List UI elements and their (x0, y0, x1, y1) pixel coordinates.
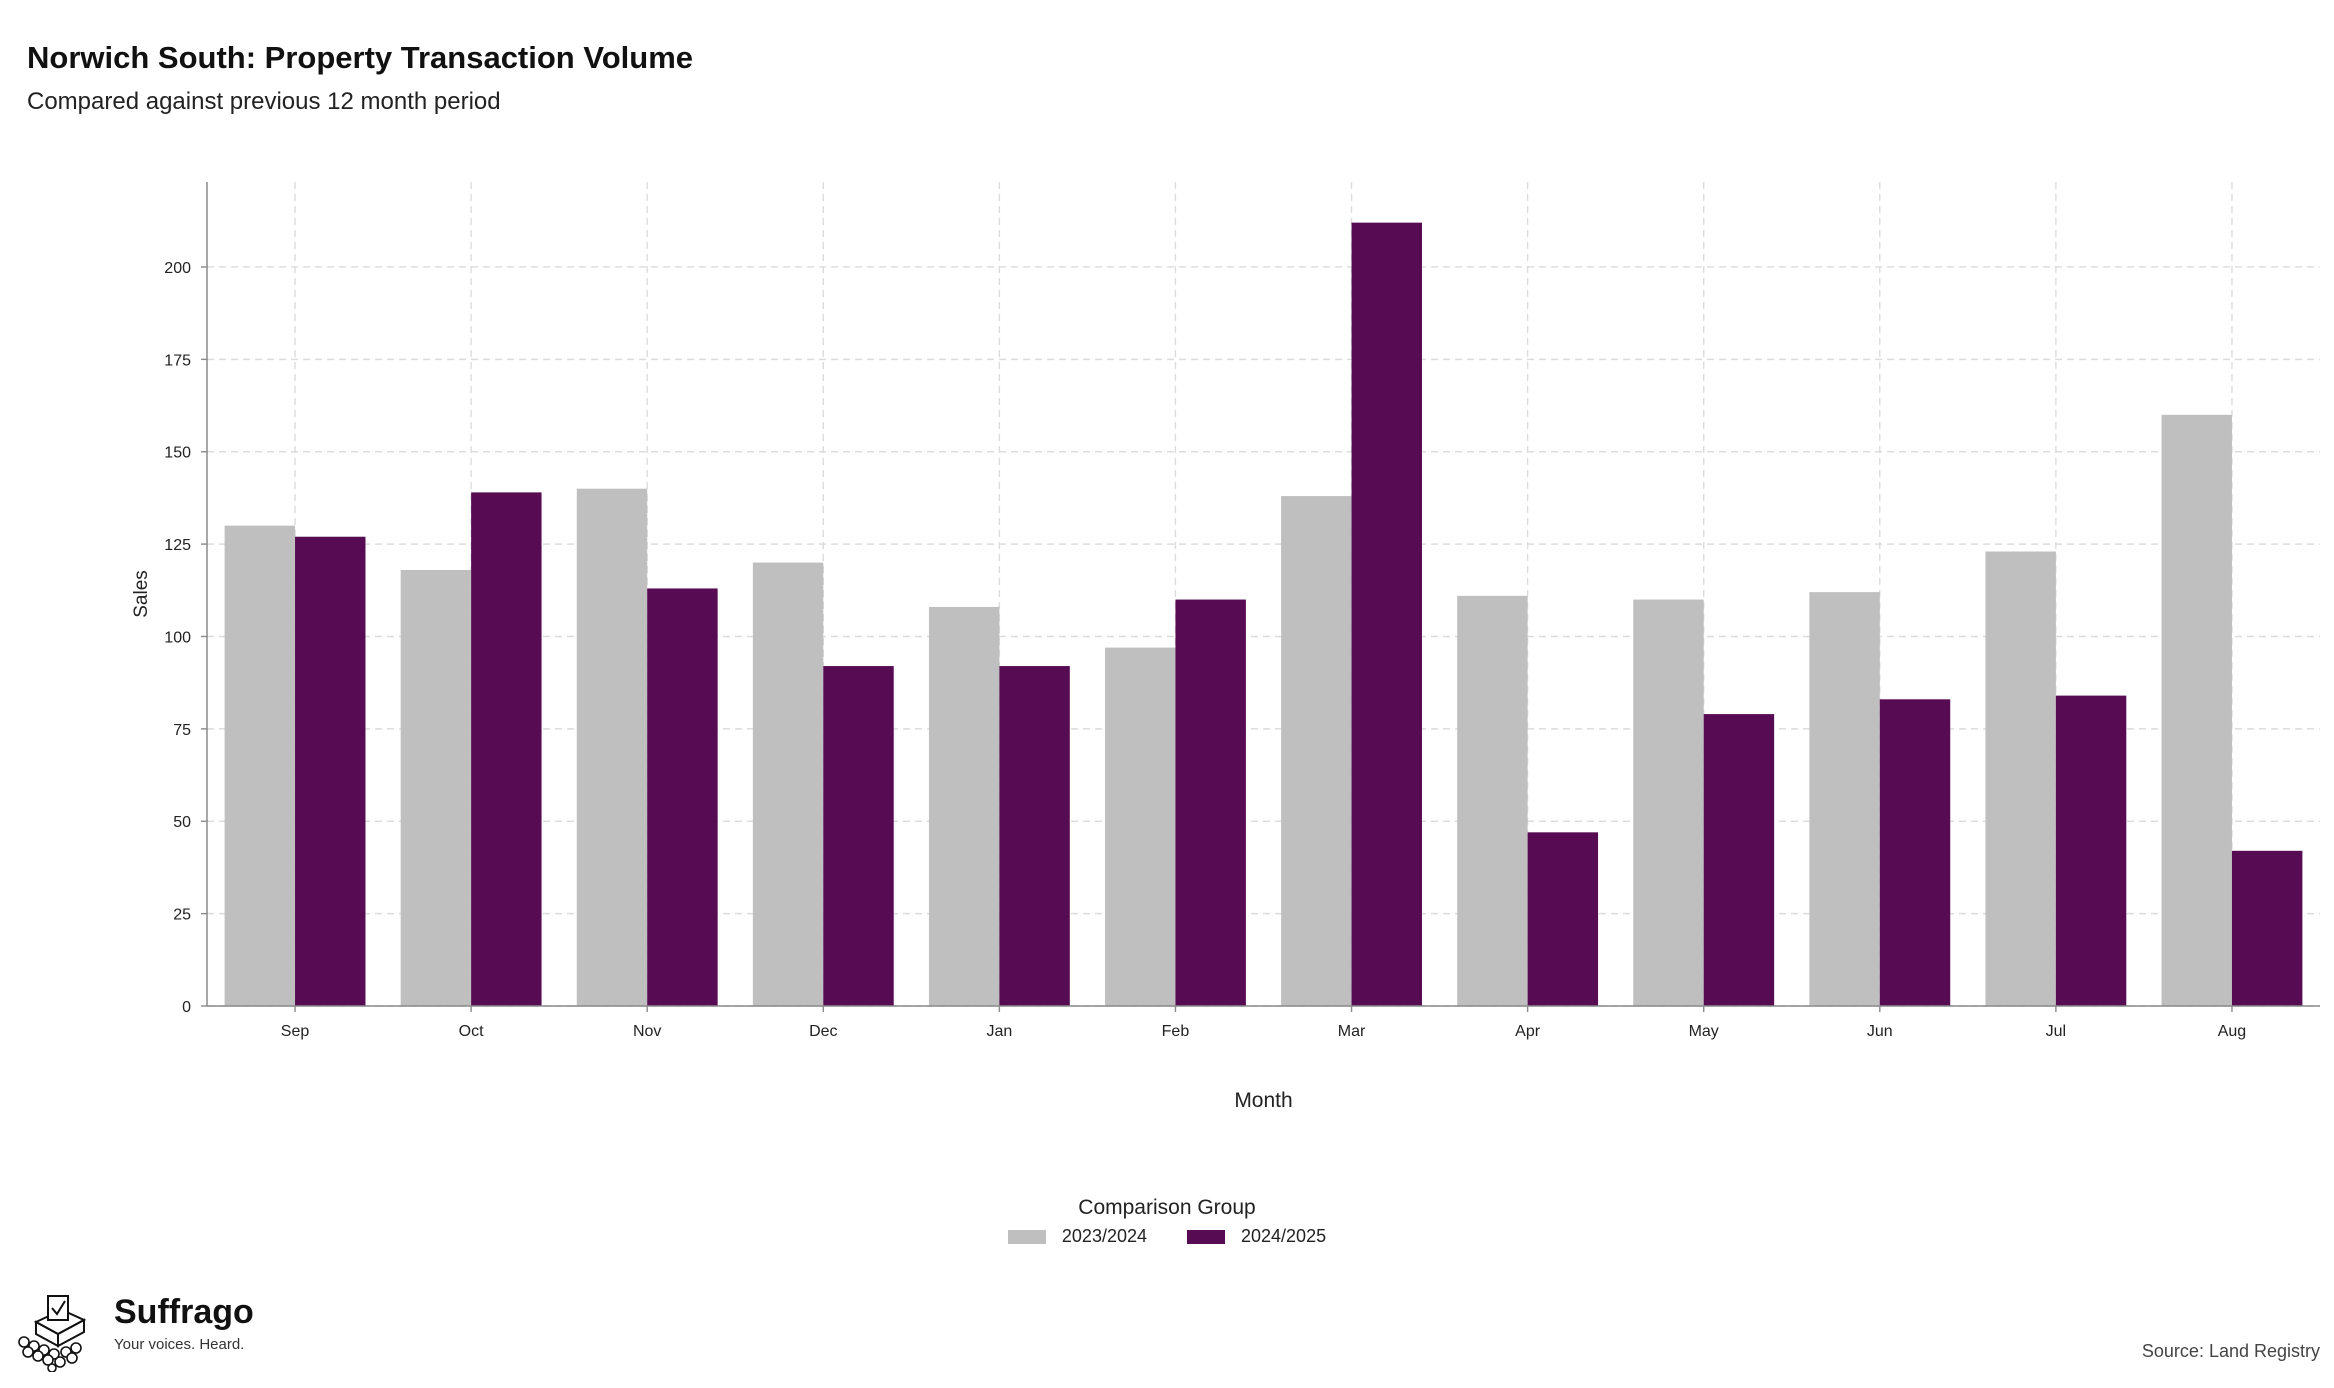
bars (224, 222, 2303, 1007)
x-tick-label-mar: Mar (1338, 1023, 1366, 1040)
chart-subtitle: Compared against previous 12 month perio… (27, 88, 501, 115)
x-tick-label-nov: Nov (633, 1023, 661, 1040)
axes (206, 182, 2320, 1007)
y-tick-label-125: 125 (164, 537, 191, 554)
legend: Comparison Group 2023/2024 2024/2025 (0, 1196, 2334, 1247)
brand: Suffrago Your voices. Heard. (14, 1292, 254, 1372)
x-tick-label-dec: Dec (809, 1023, 837, 1040)
y-axis-label: Sales (131, 570, 152, 618)
bar-2023-2024-mar (1281, 496, 1352, 1006)
legend-label-2024-2025: 2024/2025 (1241, 1226, 1327, 1246)
x-tick-label-jun: Jun (1867, 1023, 1893, 1040)
legend-item-2024-2025: 2024/2025 (1187, 1226, 1326, 1247)
bar-2023-2024-dec (752, 562, 824, 1006)
bar-2023-2024-feb (1105, 647, 1176, 1006)
x-tick-label-jul: Jul (2046, 1023, 2066, 1040)
bar-2024-2025-apr (1527, 832, 1599, 1006)
bar-2023-2024-jan (928, 606, 1000, 1006)
ballot-box-logo-icon (18, 1295, 87, 1372)
source-note: Source: Land Registry (2141, 1341, 2320, 1361)
x-axis-label: Month (1234, 1089, 1292, 1112)
bar-2024-2025-feb (1175, 599, 1246, 1006)
bar-2023-2024-jun (1809, 592, 1880, 1006)
bar-2024-2025-oct (471, 492, 542, 1007)
bar-2023-2024-may (1633, 599, 1704, 1006)
y-tick-label-100: 100 (164, 629, 191, 646)
chart-title: Norwich South: Property Transaction Volu… (27, 40, 694, 75)
y-tick-label-50: 50 (173, 814, 191, 831)
brand-tagline: Your voices. Heard. (114, 1336, 245, 1353)
bar-2024-2025-aug (2231, 850, 2303, 1006)
bar-2024-2025-jan (999, 666, 1070, 1006)
y-tick-label-150: 150 (164, 445, 191, 462)
bar-2023-2024-apr (1457, 595, 1528, 1006)
bar-2024-2025-mar (1351, 222, 1422, 1006)
legend-item-2023-2024: 2023/2024 (1007, 1226, 1147, 1247)
x-tick-label-sep: Sep (281, 1023, 310, 1040)
bar-2024-2025-sep (295, 536, 366, 1006)
y-tick-label-25: 25 (173, 907, 191, 924)
bar-2023-2024-sep (224, 525, 296, 1006)
x-tick-label-oct: Oct (459, 1023, 484, 1040)
bar-2024-2025-may (1703, 714, 1775, 1006)
bar-2023-2024-nov (576, 488, 648, 1007)
y-tick-label-175: 175 (164, 352, 191, 369)
x-tick-label-may: May (1689, 1023, 1719, 1040)
x-tick-label-feb: Feb (1162, 1023, 1190, 1040)
y-tick-label-200: 200 (164, 260, 191, 277)
bar-2024-2025-dec (823, 666, 894, 1006)
bar-2023-2024-oct (400, 569, 472, 1006)
bar-2023-2024-jul (1985, 551, 2056, 1006)
legend-label-2023-2024: 2023/2024 (1061, 1226, 1147, 1246)
x-tick-labels: Sep Oct Nov Dec Jan Feb Mar Apr May Jun Jul Aug (281, 1006, 2246, 1040)
bar-2024-2025-nov (647, 588, 718, 1006)
x-tick-label-aug: Aug (2218, 1023, 2246, 1040)
legend-swatch-2023-2024 (1007, 1229, 1046, 1244)
bar-2024-2025-jun (1879, 699, 1951, 1006)
bar-2023-2024-aug (2161, 414, 2232, 1006)
legend-swatch-2024-2025 (1187, 1229, 1225, 1244)
legend-items: 2023/2024 2024/2025 (0, 1226, 2334, 1247)
legend-title: Comparison Group (1078, 1196, 1256, 1219)
y-tick-label-75: 75 (173, 722, 191, 739)
brand-name: Suffrago (114, 1293, 254, 1331)
x-tick-label-apr: Apr (1515, 1023, 1541, 1040)
bar-2024-2025-jul (2055, 695, 2127, 1006)
y-tick-labels: 0 25 50 75 100 125 150 175 200 (164, 260, 207, 1016)
x-tick-label-jan: Jan (986, 1023, 1012, 1040)
y-tick-label-0: 0 (182, 999, 191, 1016)
bar-chart: 0 25 50 75 100 125 150 175 200 Sep Oct Nov Dec Jan Fe… (131, 182, 2320, 1112)
